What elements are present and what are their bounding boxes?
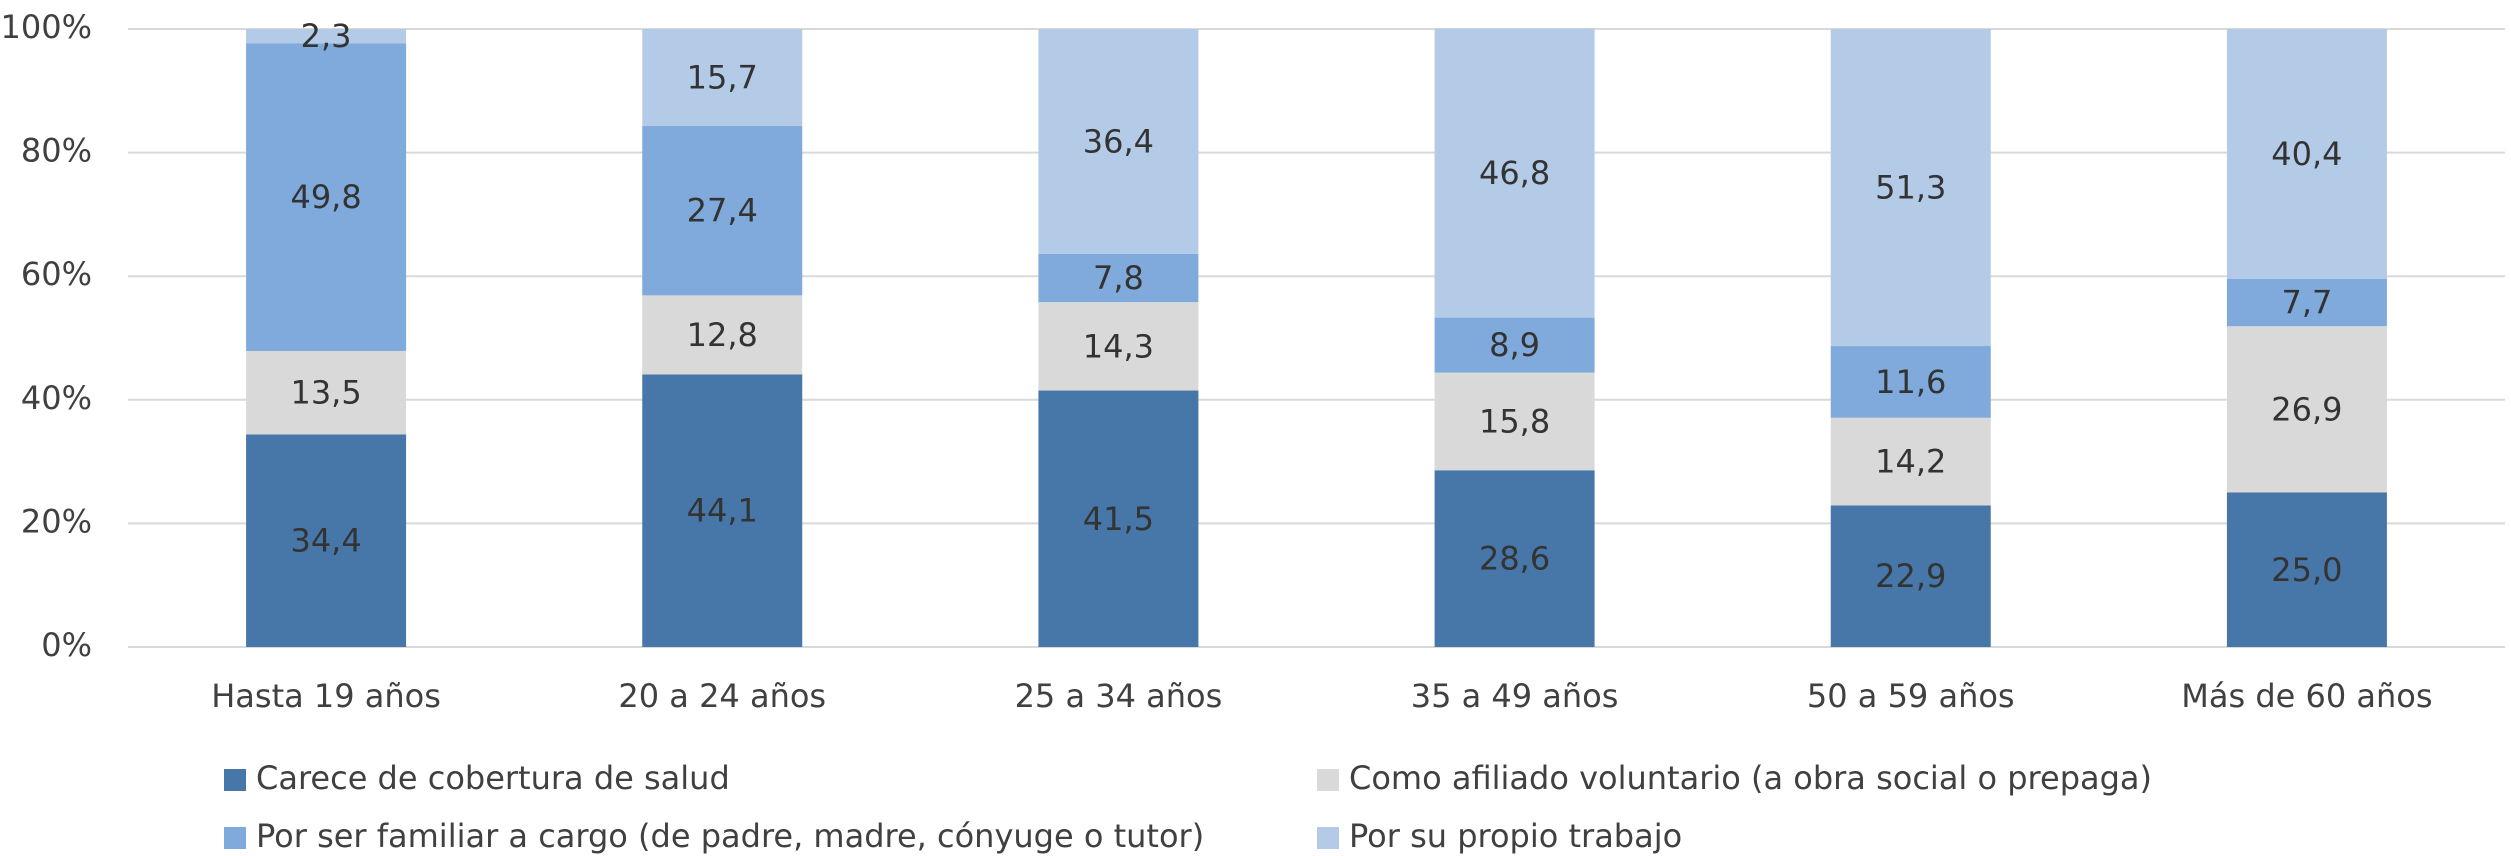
x-tick-label: Más de 60 años xyxy=(2181,677,2432,715)
bar-segment xyxy=(1434,372,1595,471)
bar-segment xyxy=(1830,417,1991,506)
value-label: 14,3 xyxy=(1083,327,1154,365)
bar-segment xyxy=(246,434,407,647)
bar-segment xyxy=(1830,29,1991,347)
bar-segment xyxy=(2226,326,2387,493)
bar-segment xyxy=(246,29,407,44)
legend-swatch xyxy=(224,827,246,849)
legend-label: Por su propio trabajo xyxy=(1349,817,1682,855)
y-tick-label: 20% xyxy=(21,502,92,540)
legend-swatch xyxy=(1317,827,1339,849)
bar-segment xyxy=(1038,390,1199,647)
value-label: 15,8 xyxy=(1479,402,1550,440)
value-label: 26,9 xyxy=(2271,390,2342,428)
value-label: 27,4 xyxy=(687,192,758,230)
legend-label: Como afiliado voluntario (a obra social … xyxy=(1349,759,2152,797)
legend-swatch xyxy=(1317,769,1339,791)
value-label: 15,7 xyxy=(687,59,758,97)
bar-segment xyxy=(1038,29,1199,254)
bar-segment xyxy=(1038,302,1199,391)
bar-segment xyxy=(246,43,407,351)
legend-label: Carece de cobertura de salud xyxy=(256,759,730,797)
x-tick-label: 20 a 24 años xyxy=(618,677,826,715)
value-label: 22,9 xyxy=(1875,557,1946,595)
value-label: 12,8 xyxy=(687,316,758,354)
bar-segment xyxy=(642,295,803,375)
value-label: 41,5 xyxy=(1083,500,1154,538)
y-tick-label: 60% xyxy=(21,255,92,293)
bar-segment xyxy=(1434,317,1595,373)
bar-segment xyxy=(1830,346,1991,418)
value-label: 46,8 xyxy=(1479,154,1550,192)
bar-segment xyxy=(1830,505,1991,647)
x-tick-label: 50 a 59 años xyxy=(1807,677,2015,715)
bar-segment xyxy=(1434,28,1595,318)
legend-swatch xyxy=(224,769,246,791)
x-tick-label: 35 a 49 años xyxy=(1411,677,1619,715)
y-tick-label: 40% xyxy=(21,379,92,417)
value-label: 7,8 xyxy=(1093,259,1144,297)
bar-segment xyxy=(1038,253,1199,303)
value-label: 36,4 xyxy=(1083,122,1154,160)
value-label: 7,7 xyxy=(2281,283,2332,321)
value-label: 25,0 xyxy=(2271,551,2342,589)
value-label: 44,1 xyxy=(687,492,758,530)
value-label: 28,6 xyxy=(1479,540,1550,578)
bar-segment xyxy=(246,350,407,435)
bar-segment xyxy=(2226,492,2387,647)
bar-segment xyxy=(2226,278,2387,327)
value-label: 40,4 xyxy=(2271,135,2342,173)
x-tick-label: Hasta 19 años xyxy=(211,677,441,715)
value-label: 13,5 xyxy=(290,374,361,412)
value-label: 51,3 xyxy=(1875,169,1946,207)
y-tick-label: 100% xyxy=(1,8,92,46)
value-label: 2,3 xyxy=(301,17,352,55)
x-tick-label: 25 a 34 años xyxy=(1015,677,1223,715)
bar-segment xyxy=(642,126,803,296)
y-tick-label: 0% xyxy=(41,626,92,664)
value-label: 49,8 xyxy=(290,178,361,216)
value-label: 34,4 xyxy=(290,522,361,560)
legend-label: Por ser familiar a cargo (de padre, madr… xyxy=(256,817,1204,855)
bar-segment xyxy=(642,29,803,127)
bar-segment xyxy=(1434,470,1595,647)
value-label: 14,2 xyxy=(1875,443,1946,481)
bar-segment xyxy=(642,374,803,647)
y-tick-label: 80% xyxy=(21,132,92,170)
value-label: 8,9 xyxy=(1489,326,1540,364)
value-label: 11,6 xyxy=(1875,363,1946,401)
bar-segment xyxy=(2226,29,2387,279)
